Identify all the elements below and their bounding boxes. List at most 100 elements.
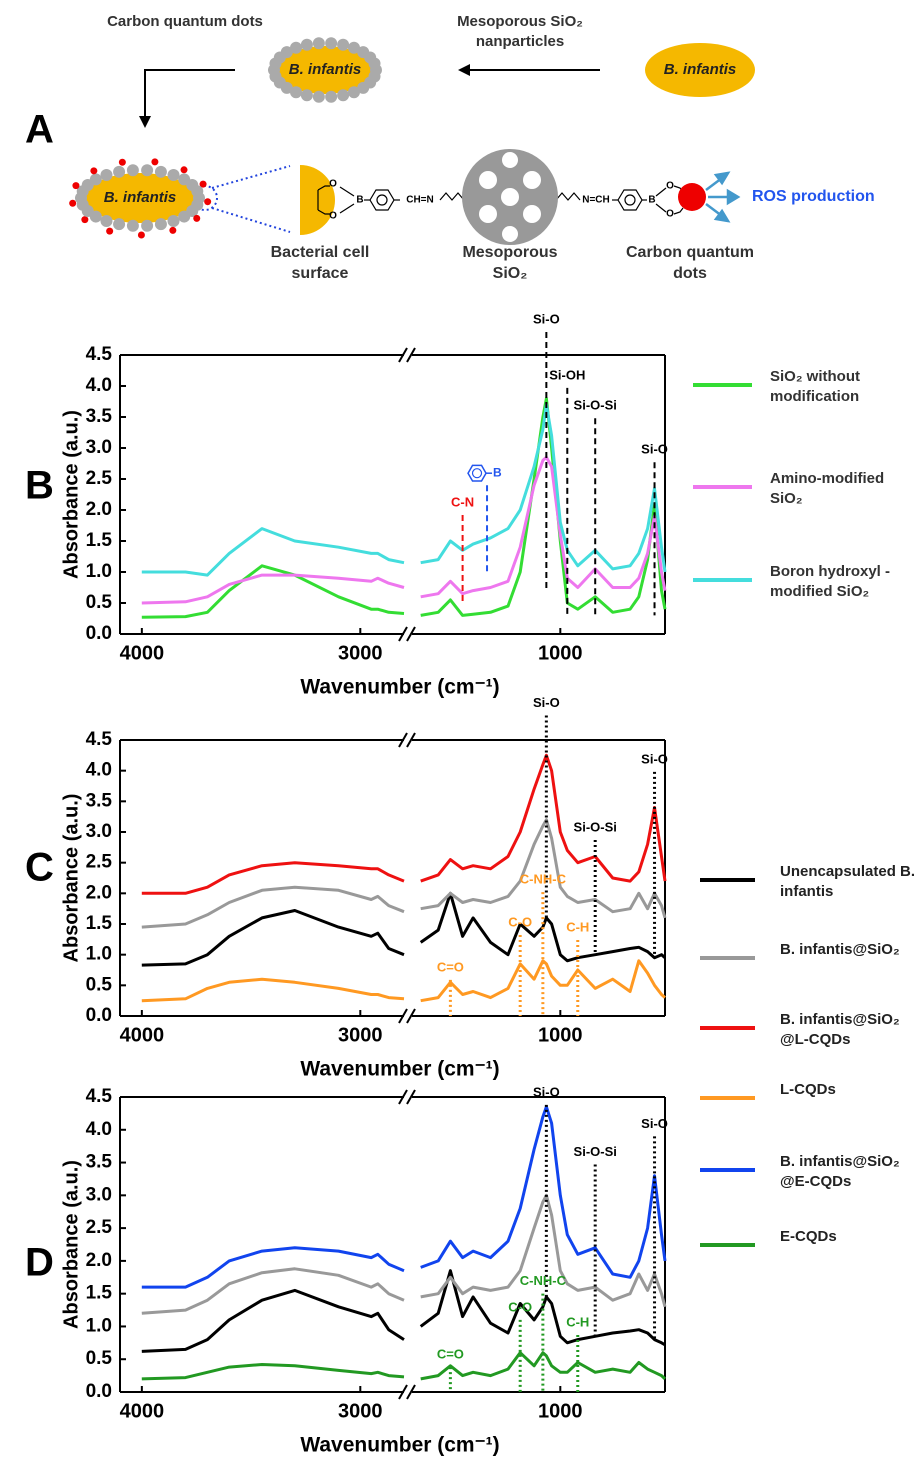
axis-break [398,626,408,642]
y-tick-label: 2.0 [86,499,112,520]
x-tick-label: 3000 [338,1400,383,1422]
silica-particle [126,219,139,232]
silica-particle [100,215,113,228]
axis-break [406,1384,416,1400]
annotation-label: Si-O [533,311,560,326]
annotation-label: C-N [451,494,474,509]
step-label: Mesoporous SiO₂ nanparticles [457,13,583,50]
y-tick-label: 4.5 [86,729,113,750]
cell-label: B. infantis [289,61,362,78]
legend-label: SiO₂ without modification [770,368,860,405]
ros-label: ROS production [752,188,875,205]
component-label: Carbon quantum dots [626,244,754,282]
silica-particle [113,218,126,231]
annotation-label: Si-O [641,1116,668,1131]
y-tick-label: 2.5 [86,468,113,489]
silica-particle [312,37,325,50]
axis-break [406,1089,416,1105]
chem-label: N=CH [582,195,610,206]
spectrum-line [141,818,667,929]
spectrum-line [141,455,667,605]
axis-break [398,1008,408,1024]
annotation-label: Si-O-Si [574,1144,617,1159]
legend-label: L-CQDs [780,1081,836,1098]
spectrum-line [141,403,667,577]
y-tick-label: 2.0 [86,1250,112,1271]
y-tick-label: 0.0 [86,1381,112,1402]
y-tick-label: 4.5 [86,1086,113,1107]
y-tick-label: 3.0 [86,1184,112,1205]
axis-break [398,1089,408,1105]
benzene-icon [471,468,483,479]
x-axis-title: Wavenumber (cm⁻¹) [300,676,499,699]
silica-particle [290,41,303,54]
y-tick-label: 0.5 [86,974,113,995]
x-tick-label: 3000 [338,1024,383,1046]
y-tick-label: 0.5 [86,592,113,613]
benzene-icon [467,464,487,482]
silica-particle [191,185,204,198]
silica-particle [167,215,180,228]
annotation-label: C=O [437,959,464,974]
spectrum-line [141,1351,667,1381]
spectrum-line [141,753,667,895]
spectrum-line [141,891,666,967]
y-tick-label: 0.0 [86,623,112,644]
cqd-dot [118,158,126,166]
axis-break [398,732,408,748]
silica-particle [154,218,167,231]
y-tick-label: 4.5 [86,344,113,365]
cqd-dot [193,214,201,222]
x-axis-title: Wavenumber (cm⁻¹) [300,1434,499,1457]
annotation-label: C-H [566,1314,589,1329]
chem-label: O [666,181,674,192]
silica-particle [113,165,126,178]
silica-particle [347,41,360,54]
annotation-label: B [493,465,502,479]
panel-letter: D [25,1241,54,1285]
axis-break [406,347,416,363]
silica-particle [280,46,293,59]
cqd-dot [151,158,159,166]
component-label: Mesoporous SiO₂ [462,244,558,282]
chem-label: O [329,211,337,222]
x-tick-label: 4000 [120,642,165,664]
chem-label: O [329,179,337,190]
y-axis-title: Absorbance (a.u.) [60,794,82,963]
linker [317,185,684,215]
silica-particle [154,165,167,178]
silica-particle [167,168,180,181]
y-tick-label: 1.0 [86,944,112,965]
panel-letter: C [25,846,54,890]
spectrum-line [141,1269,666,1353]
y-tick-label: 1.5 [86,913,113,934]
silica-particle [89,173,102,186]
pores [479,152,541,242]
spectrum-line [141,1105,667,1289]
spectrum-line [141,1193,667,1315]
chem-label: CH=N [406,195,434,206]
legend-label: B. infantis@SiO₂ [780,941,900,958]
x-tick-label: 4000 [120,1024,165,1046]
chem-label: B [648,195,655,206]
silica-particle [325,37,338,50]
annotation-label: Si-O [533,695,560,710]
spectrum-line [141,396,667,619]
legend-label: B. infantis@SiO₂ @L-CQDs [780,1011,900,1048]
x-tick-label: 1000 [538,1400,583,1422]
annotation-label: Si-O-Si [574,819,617,834]
y-tick-label: 3.0 [86,821,112,842]
y-tick-label: 2.5 [86,852,113,873]
annotation-label: C-NH-C [520,872,567,887]
x-tick-label: 1000 [538,1024,583,1046]
chem-label: O [666,209,674,220]
cqd-dot [204,198,212,206]
y-tick-label: 1.0 [86,1315,112,1336]
panel-letter: A [25,108,54,152]
x-axis-title: Wavenumber (cm⁻¹) [300,1058,499,1081]
annotation-label: C-NH-C [520,1273,567,1288]
carbon-dot [678,183,706,211]
legend-label: Unencapsulated B. infantis [780,863,916,900]
silica-particle [300,89,313,102]
